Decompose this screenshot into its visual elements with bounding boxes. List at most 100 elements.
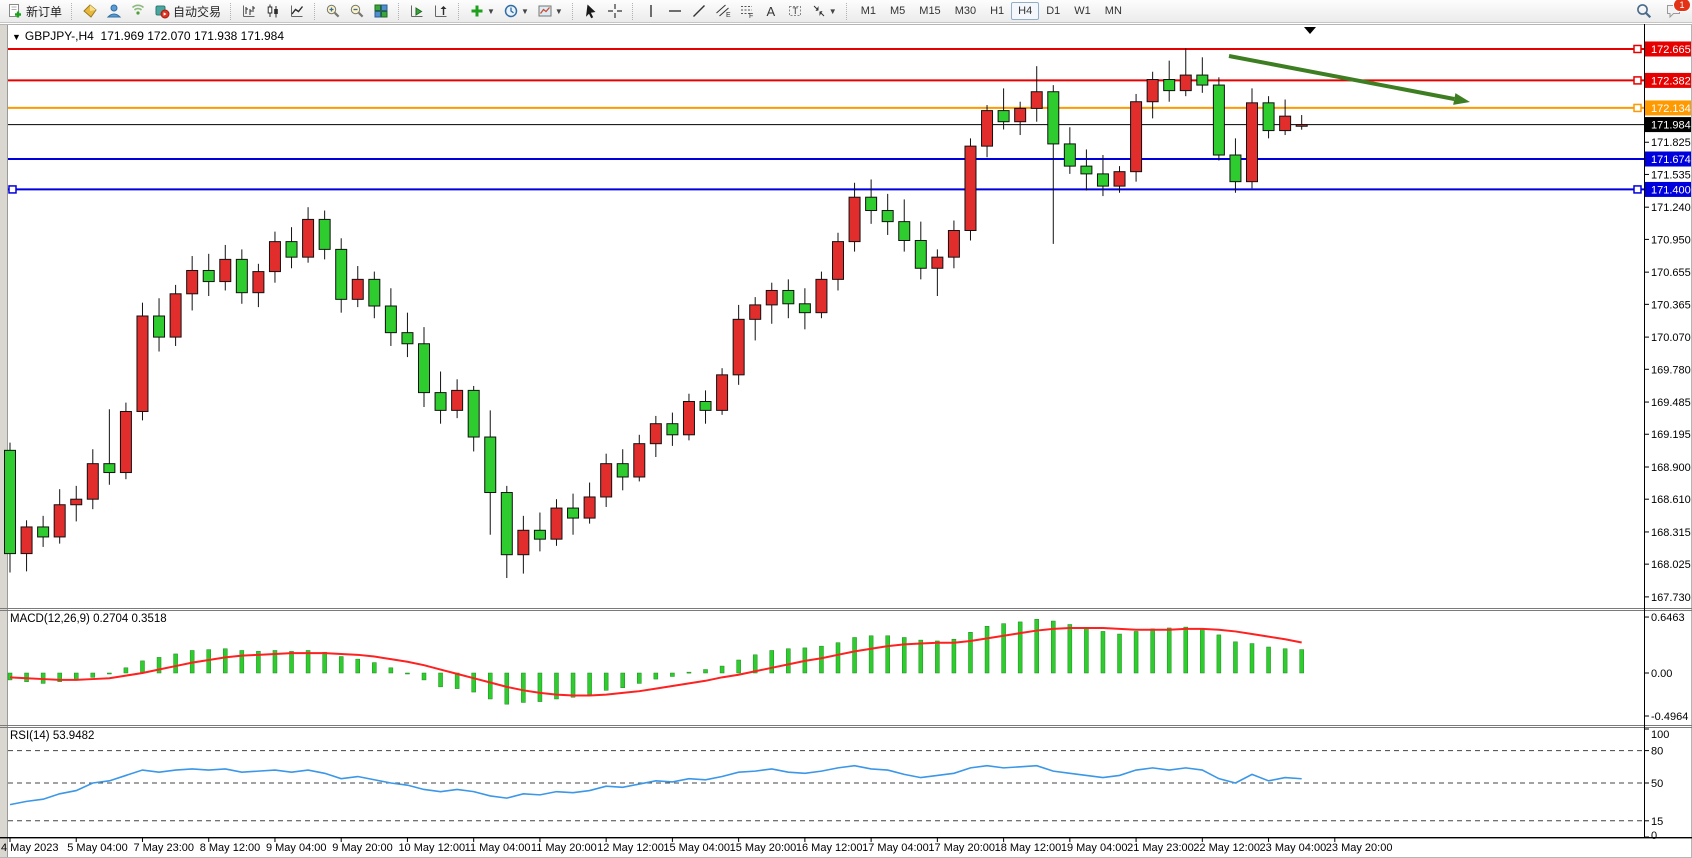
quotes-button[interactable] [79, 1, 101, 21]
candle [1163, 79, 1176, 92]
pane-separator[interactable] [0, 727, 1692, 728]
fibonacci-tool-button[interactable]: F [736, 1, 758, 21]
cursor-tool-button[interactable] [580, 1, 602, 21]
dropdown-caret-icon: ▼ [828, 6, 837, 16]
timeframe-button-m1[interactable]: M1 [860, 5, 876, 17]
toolbar-separator [230, 2, 232, 20]
candle [798, 303, 811, 314]
dropdown-caret-icon: ▼ [487, 6, 495, 16]
candle [1212, 84, 1225, 156]
arrows-icon [813, 5, 825, 17]
timeframe-button-m15[interactable]: M15 [919, 5, 941, 17]
crosshair-tool-button[interactable] [604, 1, 626, 21]
arrows-tool-button[interactable]: ▼ [808, 1, 840, 21]
hline-handle[interactable] [8, 185, 17, 194]
timeframe-button-d1[interactable]: D1 [1046, 5, 1061, 17]
chart-area: 171.825 171.535 171.240 170.950 170.655 170.3… [0, 24, 1692, 858]
candle [898, 221, 911, 242]
bar-chart-icon [243, 5, 256, 17]
auto-scroll-icon [411, 5, 423, 17]
candle [368, 278, 381, 307]
candle [1080, 165, 1093, 175]
zoom-out-button[interactable] [346, 1, 368, 21]
zoom-out-icon [350, 4, 364, 18]
timeframe-button-m5[interactable]: M5 [890, 5, 906, 17]
timeframe-button-w1[interactable]: W1 [1074, 5, 1091, 17]
candle [4, 449, 16, 555]
timeframe-button-m30[interactable]: M30 [954, 5, 977, 17]
candle [169, 293, 182, 338]
hline-handle[interactable] [1633, 185, 1642, 194]
candle [86, 463, 99, 500]
pane-separator[interactable] [0, 608, 1692, 609]
text-tool-button[interactable]: A [760, 1, 782, 21]
hline-handle[interactable] [1633, 76, 1642, 85]
cursor-icon [585, 4, 596, 19]
timeframe-button-mn[interactable]: MN [1104, 5, 1122, 17]
svg-text:0.6463: 0.6463 [1651, 612, 1685, 624]
tile-windows-button[interactable] [370, 1, 392, 21]
date-tick-label: 10 May 12:00 [398, 842, 465, 854]
svg-text:80: 80 [1651, 746, 1663, 758]
candle [848, 196, 861, 243]
pane-separator[interactable] [0, 725, 1692, 726]
candle [947, 230, 960, 258]
signal-button[interactable] [127, 1, 149, 21]
profile-button[interactable] [103, 1, 125, 21]
periods-button[interactable]: ▼ [500, 1, 532, 21]
trendline-tool-button[interactable] [688, 1, 710, 21]
candle [202, 269, 215, 283]
date-tick-label: 12 May 12:00 [597, 842, 664, 854]
svg-text:170.070: 170.070 [1651, 332, 1691, 344]
chart-end-marker-icon[interactable] [1304, 27, 1316, 34]
date-tick-label: 19 May 04:00 [1061, 842, 1128, 854]
crosshair-icon [607, 4, 622, 18]
date-tick-label: 11 May 20:00 [531, 842, 597, 854]
tile-windows-icon [374, 4, 388, 18]
collapse-triangle-icon[interactable]: ▼ [12, 32, 21, 42]
candle [268, 241, 281, 273]
timeframe-button-h4[interactable]: H4 [1011, 2, 1040, 20]
price-badge [1645, 41, 1691, 57]
pane-separator[interactable] [0, 610, 1692, 611]
hline-handle[interactable] [1633, 44, 1642, 54]
candle [1246, 102, 1258, 183]
auto-trading-icon [155, 5, 170, 19]
svg-text:171.240: 171.240 [1651, 202, 1691, 214]
line-chart-mode-button[interactable] [286, 1, 308, 21]
timeframe-button-h1[interactable]: H1 [990, 5, 1005, 17]
auto-scroll-button[interactable] [406, 1, 428, 21]
text-label-tool-button[interactable]: T [784, 1, 806, 21]
templates-button[interactable]: ▼ [534, 1, 566, 21]
date-tick-label: 18 May 12:00 [995, 842, 1062, 854]
auto-trading-button[interactable]: 自动交易 [151, 1, 224, 21]
date-tick-label: 15 May 20:00 [730, 842, 797, 854]
hline-handle[interactable] [1633, 103, 1642, 113]
toolbar-separator [398, 2, 400, 20]
horizontal-line-icon [668, 10, 681, 12]
candle [318, 218, 331, 250]
new-order-label: 新订单 [26, 4, 63, 19]
channel-tool-button[interactable]: E [712, 1, 734, 21]
bar-chart-mode-button[interactable] [238, 1, 260, 21]
zoom-in-button[interactable] [322, 1, 344, 21]
new-order-button[interactable]: 新订单 [4, 1, 65, 21]
candle [1262, 102, 1275, 132]
periods-clock-icon [504, 4, 518, 18]
dropdown-caret-icon: ▼ [520, 6, 529, 16]
search-button[interactable] [1632, 1, 1656, 21]
candle [1030, 91, 1043, 109]
candlestick-mode-button[interactable] [262, 1, 284, 21]
vertical-line-tool-button[interactable] [640, 1, 662, 21]
candle [1014, 107, 1027, 123]
price-chart-canvas[interactable]: 171.825 171.535 171.240 170.950 170.655 170.3… [0, 24, 1692, 858]
chart-shift-button[interactable] [430, 1, 452, 21]
svg-text:171.400: 171.400 [1651, 184, 1691, 196]
candle [699, 400, 712, 411]
candle [384, 305, 397, 334]
candle [1047, 91, 1060, 145]
notifications-button[interactable]: 1 [1662, 0, 1691, 21]
indicators-button[interactable]: ▼ [466, 1, 498, 21]
trend-arrow[interactable] [1228, 54, 1455, 101]
horizontal-line-tool-button[interactable] [664, 1, 686, 21]
